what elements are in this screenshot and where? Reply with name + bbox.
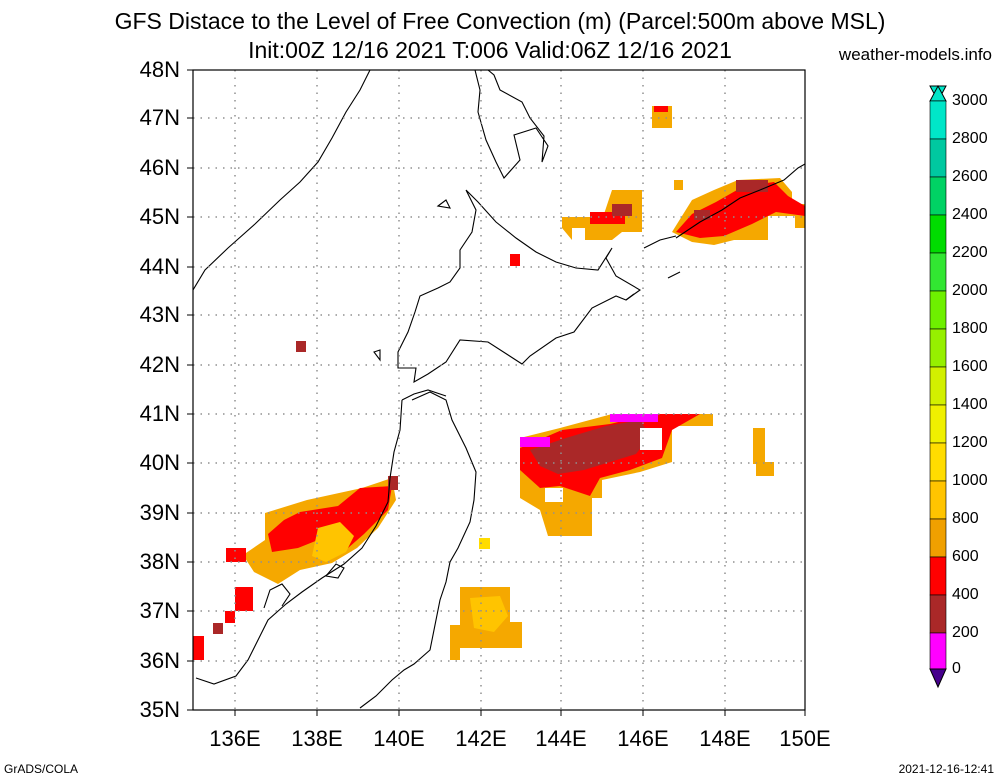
coastline-kuril-3	[675, 189, 761, 239]
lfc-area-kanto-yellow	[470, 596, 508, 632]
coastline-honshu-seaofjapan	[195, 399, 403, 685]
lon-label: 148E	[699, 726, 751, 751]
colorbar-bottom-arrow	[929, 668, 947, 689]
colorbar-label: 0	[952, 660, 961, 677]
lfc-area-kuril-red	[676, 182, 805, 238]
coastline-hokkaido	[397, 189, 642, 384]
lon-label: 138E	[291, 726, 343, 751]
lat-label: 45N	[139, 204, 180, 229]
coastline-honshu-pacific	[359, 391, 477, 709]
colorbar-label: 2000	[952, 282, 988, 299]
colorbar-label: 3000	[952, 92, 988, 109]
map-frame	[192, 69, 806, 711]
lat-label: 36N	[139, 648, 180, 673]
lfc-area-seaofjapan-red	[268, 486, 392, 552]
lon-label: 142E	[455, 726, 507, 751]
credit-label: GrADS/COLA	[4, 762, 79, 776]
lat-label: 48N	[139, 57, 180, 82]
colorbar-label: 1200	[952, 434, 988, 451]
coastline-kuril-2	[667, 271, 681, 279]
colorbar-label: 400	[952, 586, 979, 603]
lfc-cell	[226, 548, 246, 562]
lfc-cell	[694, 210, 710, 220]
coastline-rebun	[436, 199, 451, 209]
colorbar-label: 800	[952, 510, 979, 527]
axis-ticks	[187, 69, 806, 716]
lfc-cell	[520, 437, 550, 447]
colorbar-label: 200	[952, 624, 979, 641]
lat-label: 39N	[139, 500, 180, 525]
coastlines	[193, 70, 805, 709]
lat-label: 41N	[139, 401, 180, 426]
lfc-cell	[193, 636, 204, 660]
lfc-cell	[736, 180, 768, 192]
colorbar-label: 2400	[952, 206, 988, 223]
lfc-cell	[479, 538, 490, 549]
lon-label: 144E	[535, 726, 587, 751]
lat-label: 40N	[139, 450, 180, 475]
coastline-sakhalin	[474, 70, 549, 179]
coastline-noto	[263, 583, 291, 609]
lfc-cell	[674, 180, 683, 190]
lon-label: 150E	[779, 726, 831, 751]
lfc-area-pacific-brown	[530, 420, 650, 474]
colorbar-label: 1000	[952, 472, 988, 489]
lfc-area-seaofjapan-yellow	[312, 522, 354, 562]
coastline-honshu-north	[401, 389, 447, 401]
colorbar-label: 2800	[952, 130, 988, 147]
coastline-kuril-5	[625, 293, 635, 301]
lfc-cell	[225, 611, 235, 623]
lat-label: 37N	[139, 598, 180, 623]
lfc-cell	[640, 428, 662, 450]
lfc-area-okhotsk-orange	[562, 190, 642, 240]
colorbar-label: 600	[952, 548, 979, 565]
lat-label: 38N	[139, 549, 180, 574]
lfc-cell	[753, 428, 765, 464]
lfc-cell	[610, 414, 658, 422]
colorbar-label: 2600	[952, 168, 988, 185]
timestamp-label: 2021-12-16-12:41	[898, 762, 994, 776]
lat-label: 35N	[139, 697, 180, 722]
colorbar	[929, 84, 947, 689]
lat-label: 43N	[139, 302, 180, 327]
lfc-cell	[296, 341, 306, 352]
colorbar-label: 1600	[952, 358, 988, 375]
coastline-sado	[324, 563, 345, 579]
colorbar-label: 1800	[952, 320, 988, 337]
lfc-cell	[510, 254, 520, 266]
coastline-kuril-4	[759, 163, 805, 191]
lon-label: 146E	[617, 726, 669, 751]
lat-label: 44N	[139, 254, 180, 279]
chart-subtitle: Init:00Z 12/16 2021 T:006 Valid:06Z 12/1…	[248, 37, 732, 63]
lat-label: 46N	[139, 155, 180, 180]
site-label: weather-models.info	[838, 45, 992, 64]
lon-label: 136E	[209, 726, 261, 751]
coastline-kuril-1	[643, 235, 677, 249]
chart-title: GFS Distace to the Level of Free Convect…	[114, 8, 886, 34]
colorbar-label: 1400	[952, 396, 988, 413]
lfc-cell	[213, 623, 223, 634]
lon-label: 140E	[373, 726, 425, 751]
coastline-asia-mainland	[193, 70, 371, 291]
graticule	[193, 70, 805, 710]
coastline-okushiri	[373, 349, 381, 362]
colorbar-label: 2200	[952, 244, 988, 261]
lfc-cell	[388, 476, 398, 490]
lat-label: 42N	[139, 352, 180, 377]
lfc-cell	[654, 106, 668, 112]
lfc-cell	[545, 488, 563, 502]
lfc-shading	[193, 106, 805, 660]
lat-label: 47N	[139, 105, 180, 130]
lfc-cell	[612, 204, 632, 216]
lfc-cell	[235, 587, 253, 611]
lfc-cell	[756, 462, 774, 476]
